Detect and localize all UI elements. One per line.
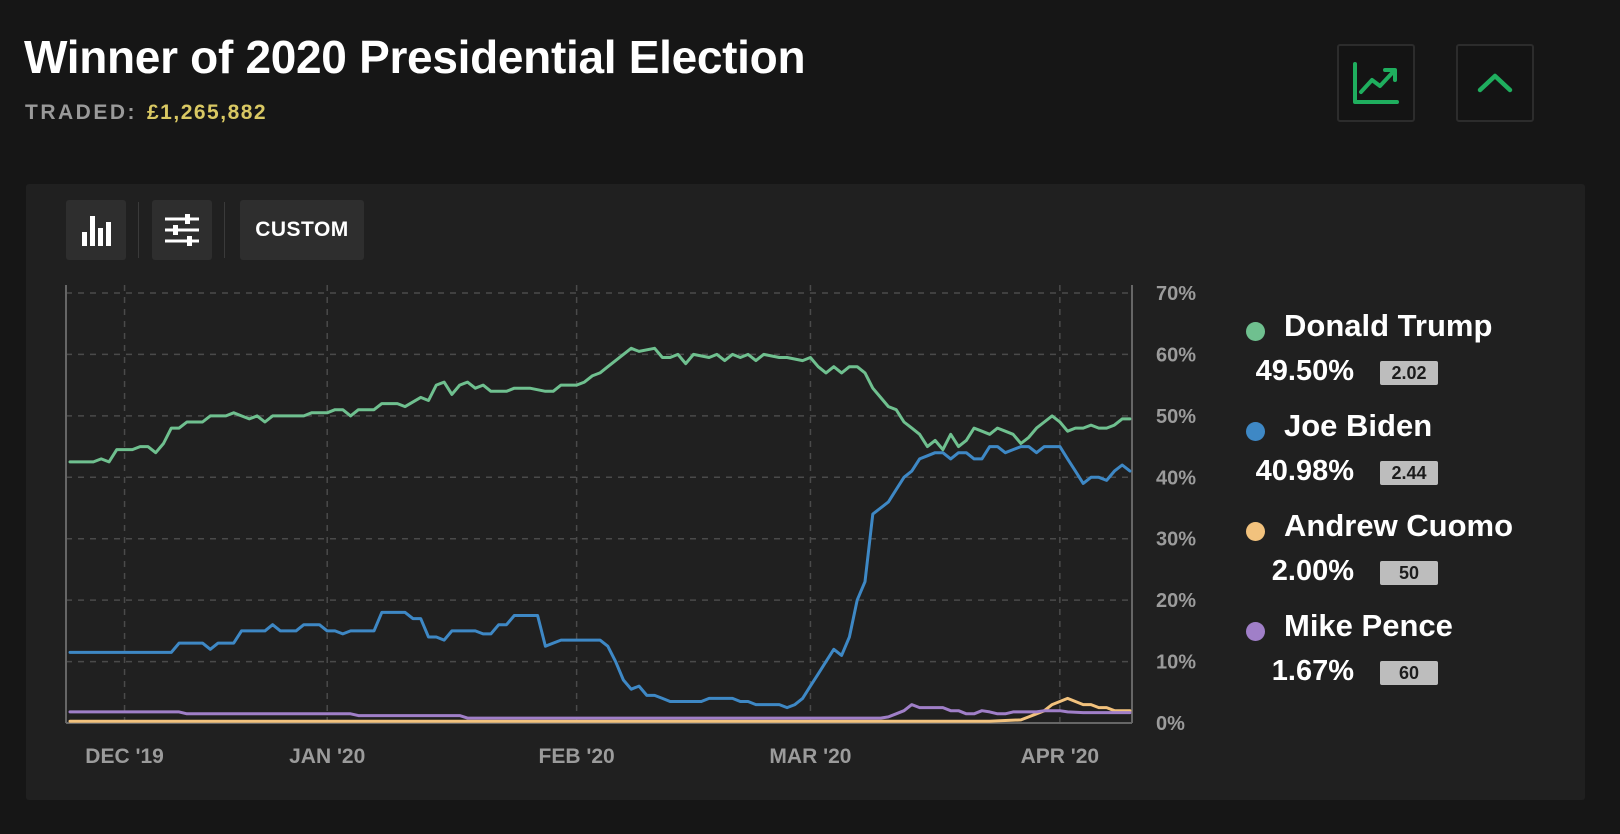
series-line-joe-biden <box>68 445 1132 710</box>
x-tick-label: APR '20 <box>1021 745 1100 768</box>
legend-dot <box>1246 522 1265 541</box>
runner-probability: 1.67% <box>1271 655 1354 687</box>
runner-name: Donald Trump <box>1284 308 1493 343</box>
legend-item-trump[interactable]: Donald Trump 49.50% 2.02 <box>1234 308 1594 408</box>
sliders-icon <box>165 214 199 246</box>
x-tick-label: FEB '20 <box>539 745 615 768</box>
y-tick-label: 50% <box>1156 406 1196 428</box>
chevron-up-icon <box>1477 73 1513 93</box>
runner-name: Joe Biden <box>1284 408 1433 443</box>
traded-label: TRADED: <box>25 101 137 124</box>
custom-range-button[interactable]: CUSTOM <box>240 200 364 260</box>
chart-panel: CUSTOM <box>26 184 1585 800</box>
x-tick-label: MAR '20 <box>769 745 851 768</box>
runner-probability: 2.00% <box>1271 555 1354 587</box>
toolbar-divider <box>138 202 139 258</box>
runner-odds-badge[interactable]: 50 <box>1380 561 1438 585</box>
legend-dot <box>1246 622 1265 641</box>
runner-odds-badge[interactable]: 60 <box>1380 661 1438 685</box>
y-tick-label: 60% <box>1156 344 1196 366</box>
filter-button[interactable] <box>152 200 212 260</box>
x-tick-label: DEC '19 <box>85 745 164 768</box>
series-line-donald-trump <box>68 346 1132 464</box>
collapse-button[interactable] <box>1456 44 1534 122</box>
y-tick-label: 20% <box>1156 590 1196 612</box>
price-chart: 0% 10% 20% 30% 40% 50% 60% 70% DEC '19 JAN '20 FEB… <box>65 283 1196 768</box>
toolbar-divider <box>224 202 225 258</box>
legend-dot <box>1246 322 1265 341</box>
y-tick-label: 10% <box>1156 652 1196 674</box>
series-line-mike-pence <box>68 703 1132 720</box>
runner-probability: 40.98% <box>1255 455 1354 487</box>
runner-odds-badge[interactable]: 2.44 <box>1380 461 1438 485</box>
y-tick-label: 30% <box>1156 529 1196 551</box>
legend-item-biden[interactable]: Joe Biden 40.98% 2.44 <box>1234 408 1594 508</box>
page-title: Winner of 2020 Presidential Election <box>24 31 806 83</box>
traded-amount: £1,265,882 <box>147 101 268 124</box>
toggle-chart-button[interactable] <box>1337 44 1415 122</box>
line-chart-icon <box>1353 62 1399 104</box>
legend-dot <box>1246 422 1265 441</box>
y-tick-label: 40% <box>1156 467 1196 489</box>
runner-probability: 49.50% <box>1255 355 1354 387</box>
legend-item-pence[interactable]: Mike Pence 1.67% 60 <box>1234 608 1594 708</box>
series-line-andrew-cuomo <box>68 696 1132 723</box>
x-tick-label: JAN '20 <box>289 745 365 768</box>
runner-name: Mike Pence <box>1284 608 1453 643</box>
traded-summary: TRADED: £1,265,882 <box>25 101 267 125</box>
bar-chart-icon <box>82 216 111 246</box>
runner-odds-badge[interactable]: 2.02 <box>1380 361 1438 385</box>
chart-legend: Donald Trump 49.50% 2.02 Joe Biden 40.98… <box>1234 308 1594 708</box>
y-tick-label: 70% <box>1156 283 1196 305</box>
legend-item-cuomo[interactable]: Andrew Cuomo 2.00% 50 <box>1234 508 1594 608</box>
bar-chart-button[interactable] <box>66 200 126 260</box>
runner-name: Andrew Cuomo <box>1284 508 1514 543</box>
y-tick-label: 0% <box>1156 713 1185 735</box>
